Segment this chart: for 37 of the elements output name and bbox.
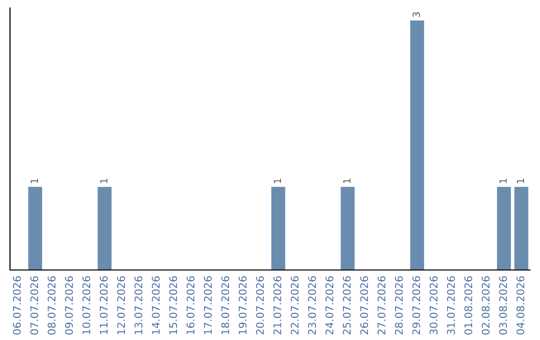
x-tick-label: 22.07.2026 (290, 276, 299, 334)
x-tick-label: 18.07.2026 (221, 276, 230, 334)
data-label: 1 (100, 178, 108, 183)
x-tick-label: 08.07.2026 (48, 276, 56, 335)
x-tick-label: 16.07.2026 (186, 276, 194, 334)
data-label: 1 (516, 178, 524, 183)
x-tick-label: 19.07.2026 (238, 276, 247, 334)
x-tick-label: 03.08.2026 (499, 276, 507, 335)
x-tick-label: 13.07.2026 (134, 276, 142, 334)
x-tick-label: 01.08.2026 (464, 276, 472, 335)
x-tick-label: 30.07.2026 (430, 276, 438, 334)
data-label: 1 (30, 178, 38, 183)
data-label: 1 (343, 178, 350, 183)
x-tick-label: 25.07.2026 (342, 276, 351, 334)
x-tick-label: 09.07.2026 (65, 276, 73, 335)
x-tick-label: 23.07.2026 (308, 276, 316, 334)
x-tick-label: 14.07.2026 (152, 276, 160, 334)
x-tick-label: 28.07.2026 (394, 276, 403, 334)
x-tick-label: 02.08.2026 (482, 276, 490, 335)
x-tick-label: 10.07.2026 (82, 276, 90, 334)
x-tick-label: 15.07.2026 (169, 276, 178, 334)
x-tick-label: 20.07.2026 (256, 276, 264, 334)
x-tick-label: 11.07.2026 (100, 276, 108, 334)
x-tick-label: 27.07.2026 (378, 276, 386, 334)
x-tick-label: 24.07.2026 (325, 276, 334, 334)
x-tick-label: 21.07.2026 (273, 276, 282, 334)
x-tick-label: 17.07.2026 (204, 276, 212, 334)
x-tick-label: 06.07.2026 (12, 276, 21, 335)
data-label: 1 (274, 178, 281, 183)
data-label: 1 (500, 178, 507, 183)
x-tick-label: 26.07.2026 (360, 276, 368, 334)
x-tick-label: 04.08.2026 (516, 276, 524, 335)
x-tick-label: 07.07.2026 (30, 276, 38, 335)
x-tick-label: 31.07.2026 (447, 276, 455, 334)
x-tick-label: 12.07.2026 (117, 276, 126, 334)
x-tick-label: 29.07.2026 (412, 276, 420, 334)
data-label: 3 (412, 12, 420, 17)
